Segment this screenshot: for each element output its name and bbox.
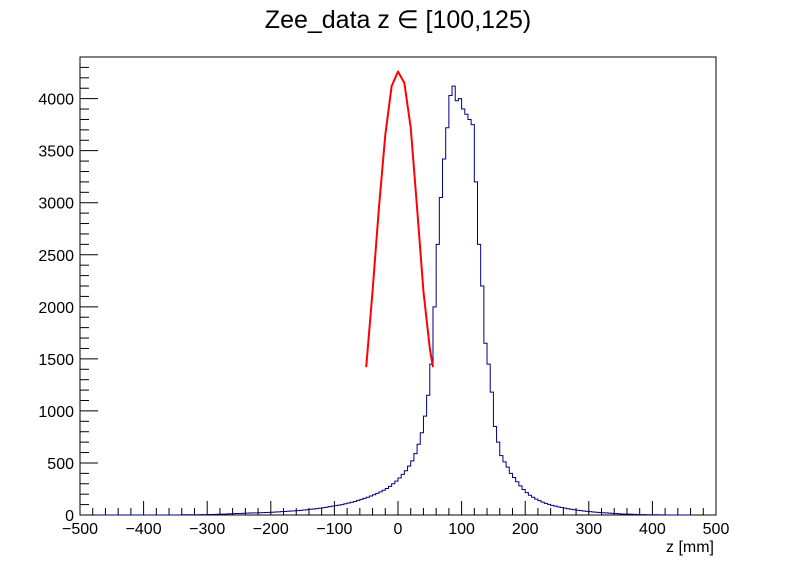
y-tick-label: 1000 [38,404,74,421]
x-tick-label: −500 [62,521,98,538]
y-tick-label: 2500 [38,248,74,265]
histogram-series [80,85,694,516]
y-tick-label: 0 [65,508,74,525]
x-tick-label: −400 [126,521,162,538]
x-tick-label: 200 [512,521,539,538]
x-axis: −500 −400 −300 −200 −100 0 100 200 300 400 500 [62,501,729,538]
chart-title: Zee_data z ∈ [100,125) [265,6,531,34]
x-axis-label: z [mm] [666,539,714,556]
x-tick-label: 500 [703,521,730,538]
x-tick-label: −200 [253,521,289,538]
x-tick-label: −300 [189,521,225,538]
y-axis: 0 500 1000 1500 2000 2500 3000 3500 4000 [38,56,98,525]
x-tick-label: 100 [448,521,475,538]
y-tick-label: 3000 [38,196,74,213]
y-tick-label: 2000 [38,300,74,317]
x-tick-label: 300 [575,521,602,538]
y-tick-label: 4000 [38,92,74,109]
y-tick-label: 500 [47,456,74,473]
x-tick-label: −100 [316,521,352,538]
y-tick-label: 3500 [38,144,74,161]
y-tick-label: 1500 [38,352,74,369]
x-tick-label: 400 [639,521,666,538]
x-tick-label: 0 [394,521,403,538]
fit-curve [365,70,434,368]
